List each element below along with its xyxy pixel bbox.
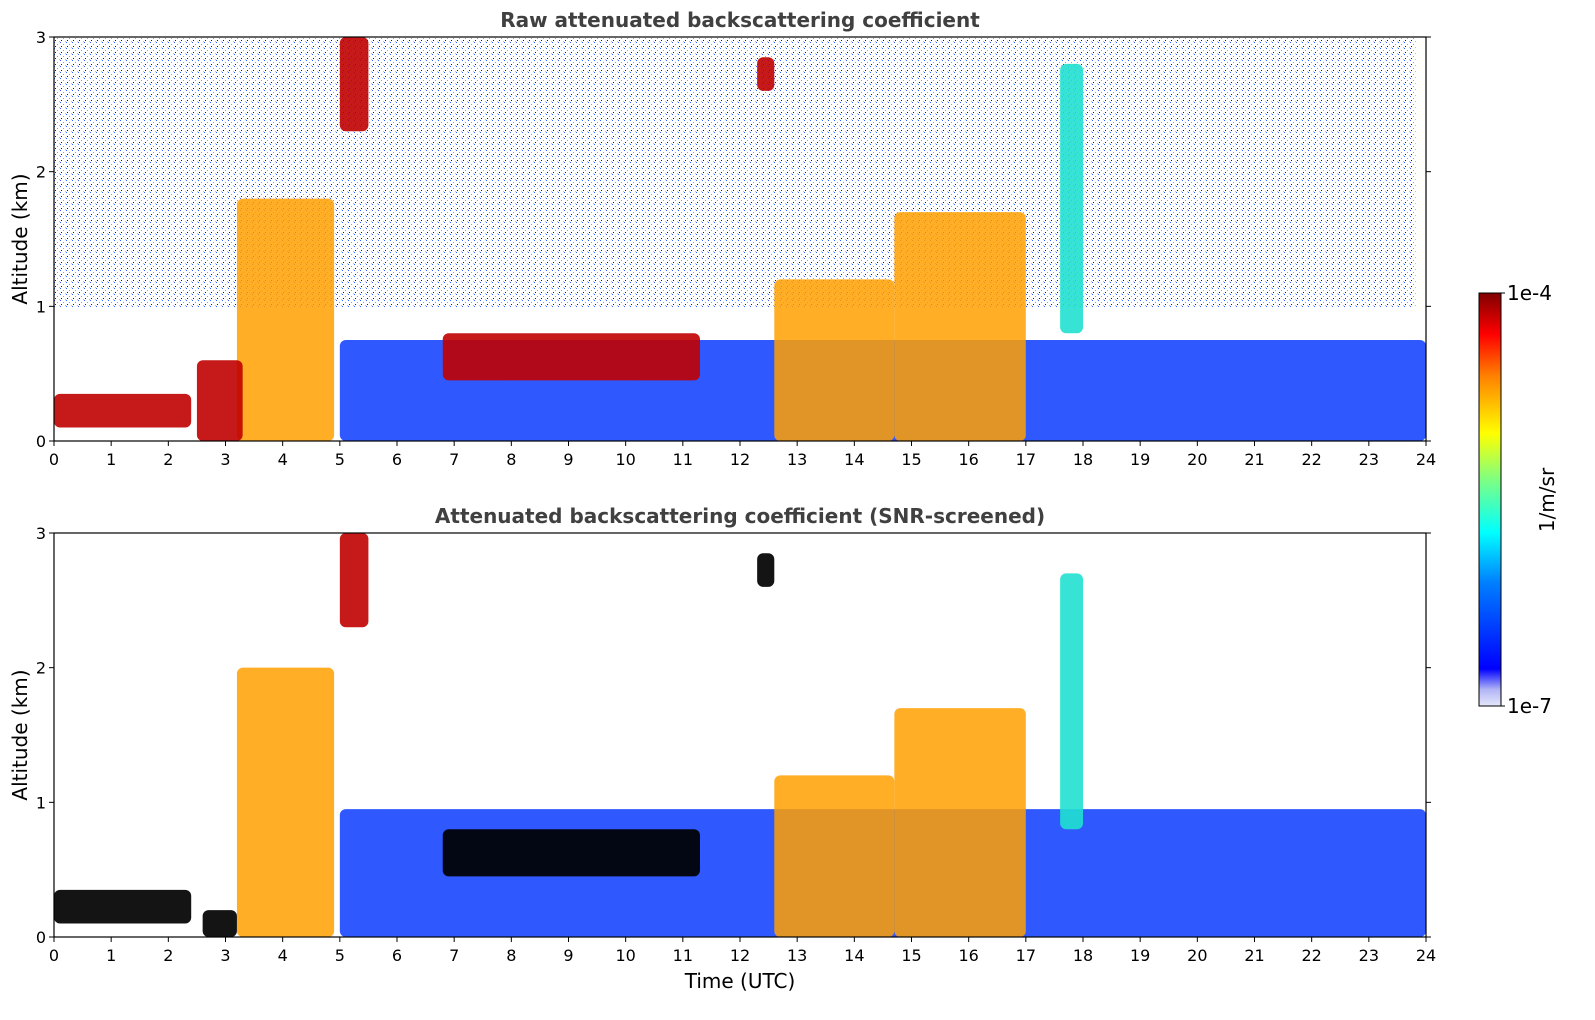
colorbar-unit-label: 1/m/sr (1535, 467, 1559, 532)
x-tick-label: 15 (901, 946, 921, 965)
x-tick-label: 2 (163, 946, 173, 965)
x-tick-label: 0 (49, 946, 59, 965)
heatmap-feature-medium-high (774, 775, 895, 937)
y-tick-label: 3 (36, 524, 46, 543)
x-tick-label: 13 (787, 450, 807, 469)
x-tick-label: 21 (1244, 450, 1264, 469)
x-tick-label: 17 (1016, 946, 1036, 965)
y-tick-label: 3 (36, 28, 46, 47)
x-tick-label: 0 (49, 450, 59, 469)
colorbar-max-label: 1e-4 (1507, 281, 1552, 305)
x-tick-label: 11 (673, 946, 693, 965)
x-tick-label: 11 (673, 450, 693, 469)
x-tick-label: 12 (730, 450, 750, 469)
x-tick-label: 19 (1130, 450, 1150, 469)
x-tick-label: 5 (335, 946, 345, 965)
panel-screened-heatmap (54, 533, 1426, 937)
x-tick-label: 10 (615, 450, 635, 469)
x-tick-label: 10 (615, 946, 635, 965)
panel-screened-features (54, 533, 1426, 937)
colorbar-bar (1478, 292, 1502, 707)
y-tick-label: 0 (36, 432, 46, 451)
x-tick-label: 7 (449, 946, 459, 965)
x-tick-label: 14 (844, 946, 864, 965)
panel-screened-y-ticks: 0 1 2 3 (36, 524, 1431, 947)
x-tick-label: 1 (106, 450, 116, 469)
panel-raw: Raw attenuated backscattering coefficien… (8, 8, 1436, 469)
panel-raw-x-ticks: 0 1 2 3 4 5 6 7 8 9 10 11 12 13 14 15 16 17 18 19 20 21 22 23 24 (49, 441, 1436, 469)
x-tick-label: 14 (844, 450, 864, 469)
y-tick-label: 2 (36, 163, 46, 182)
heatmap-feature-high (757, 57, 775, 91)
x-tick-label: 19 (1130, 946, 1150, 965)
x-tick-label: 22 (1301, 946, 1321, 965)
y-tick-label: 2 (36, 659, 46, 678)
x-tick-label: 16 (958, 450, 978, 469)
x-tick-label: 8 (506, 946, 516, 965)
heatmap-feature-medium (1060, 573, 1083, 830)
panel-raw-features (54, 37, 1426, 441)
x-tick-label: 4 (278, 450, 288, 469)
x-tick-label: 16 (958, 946, 978, 965)
heatmap-feature-saturated (202, 910, 237, 937)
panel-screened-title: Attenuated backscattering coefficient (S… (435, 504, 1045, 528)
heatmap-feature-medium-high (774, 279, 895, 441)
panel-raw-y-label: Altitude (km) (8, 173, 32, 304)
heatmap-feature-high (339, 533, 369, 628)
x-tick-label: 21 (1244, 946, 1264, 965)
x-tick-label: 23 (1359, 946, 1379, 965)
heatmap-feature-high (339, 37, 369, 132)
x-tick-label: 1 (106, 946, 116, 965)
x-tick-label: 6 (392, 450, 402, 469)
x-tick-label: 23 (1359, 450, 1379, 469)
panel-screened: Attenuated backscattering coefficient (S… (8, 504, 1436, 993)
x-tick-label: 20 (1187, 946, 1207, 965)
y-tick-label: 0 (36, 928, 46, 947)
panel-raw-title: Raw attenuated backscattering coefficien… (500, 8, 980, 32)
y-tick-label: 1 (36, 297, 46, 316)
x-tick-label: 13 (787, 946, 807, 965)
x-tick-label: 18 (1073, 946, 1093, 965)
heatmap-feature-saturated (54, 889, 192, 924)
x-tick-label: 8 (506, 450, 516, 469)
x-tick-label: 6 (392, 946, 402, 965)
heatmap-feature-medium-high (894, 212, 1026, 441)
heatmap-feature-saturated (757, 553, 775, 587)
x-tick-label: 9 (563, 450, 573, 469)
heatmap-feature-medium-high (236, 667, 335, 937)
panel-screened-y-label: Altitude (km) (8, 669, 32, 800)
x-tick-label: 20 (1187, 450, 1207, 469)
x-axis-label: Time (UTC) (684, 969, 796, 993)
heatmap-feature-medium-high (236, 198, 335, 441)
x-tick-label: 3 (220, 946, 230, 965)
heatmap-feature-high (442, 333, 700, 381)
x-tick-label: 15 (901, 450, 921, 469)
x-tick-label: 12 (730, 946, 750, 965)
x-tick-label: 7 (449, 450, 459, 469)
y-tick-label: 1 (36, 793, 46, 812)
x-tick-label: 2 (163, 450, 173, 469)
colorbar: 1e-4 1e-7 1/m/sr (1478, 281, 1559, 718)
x-tick-label: 24 (1416, 946, 1436, 965)
heatmap-feature-high (54, 393, 192, 428)
heatmap-feature-medium-high (894, 708, 1026, 937)
heatmap-feature-medium (1060, 63, 1083, 334)
x-tick-label: 9 (563, 946, 573, 965)
heatmap-feature-high (196, 360, 243, 441)
x-tick-label: 3 (220, 450, 230, 469)
x-tick-label: 24 (1416, 450, 1436, 469)
x-tick-label: 17 (1016, 450, 1036, 469)
x-tick-label: 18 (1073, 450, 1093, 469)
panel-raw-heatmap (54, 37, 1426, 441)
x-tick-label: 5 (335, 450, 345, 469)
x-tick-label: 22 (1301, 450, 1321, 469)
x-tick-label: 4 (278, 946, 288, 965)
panel-raw-y-ticks: 0 1 2 3 (36, 28, 1431, 451)
panel-screened-x-ticks: 0 1 2 3 4 5 6 7 8 9 10 11 12 13 14 15 16 17 18 19 20 21 22 23 24 (49, 937, 1436, 965)
colorbar-min-label: 1e-7 (1507, 694, 1552, 718)
heatmap-feature-saturated (442, 829, 700, 877)
